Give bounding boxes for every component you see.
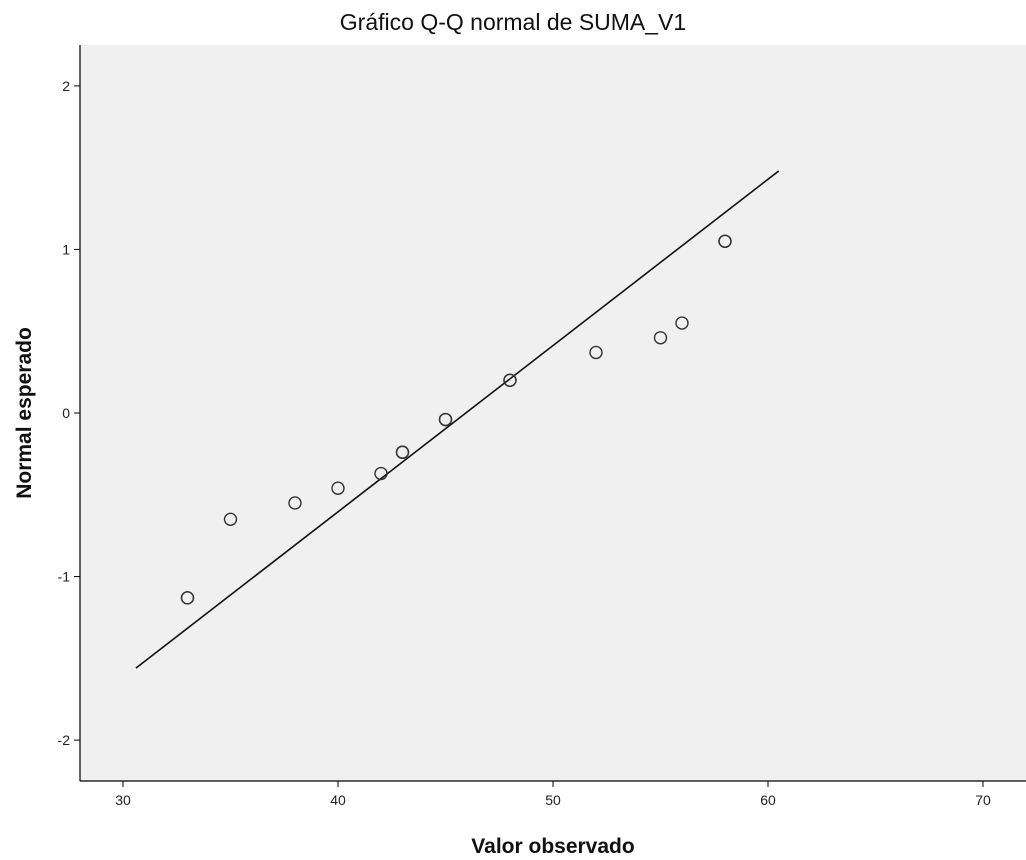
data-point — [653, 331, 668, 345]
y-axis-label: Normal esperado — [13, 327, 36, 499]
data-point — [438, 412, 453, 427]
data-point — [718, 234, 732, 248]
chart-title: Gráfico Q-Q normal de SUMA_V1 — [339, 9, 687, 35]
y-tick-label: -2 — [58, 732, 71, 748]
x-tick-label: 70 — [975, 792, 991, 808]
y-tick-label: -1 — [58, 569, 71, 585]
y-tick-label: 1 — [62, 241, 70, 257]
x-axis: 30 40 50 60 70 — [80, 780, 1026, 808]
data-point — [331, 481, 345, 495]
data-point — [395, 445, 410, 459]
x-tick-label: 60 — [760, 792, 776, 808]
x-tick-label: 50 — [545, 792, 561, 808]
data-point — [675, 316, 689, 330]
data-point — [503, 373, 517, 387]
y-axis: -2 -1 0 1 2 — [58, 45, 81, 781]
data-point — [589, 345, 603, 360]
y-tick-label: 0 — [62, 405, 70, 421]
x-axis-label: Valor observado — [471, 835, 635, 858]
x-tick-label: 30 — [115, 792, 131, 808]
data-point — [288, 496, 302, 510]
data-points — [180, 234, 732, 605]
reference-line — [135, 170, 780, 669]
data-point — [374, 466, 388, 481]
data-point — [223, 512, 238, 527]
reference-line-group — [135, 170, 780, 669]
plot-area — [80, 45, 1026, 781]
data-point — [180, 591, 195, 605]
y-tick-label: 2 — [62, 78, 70, 94]
x-tick-label: 40 — [330, 792, 346, 808]
